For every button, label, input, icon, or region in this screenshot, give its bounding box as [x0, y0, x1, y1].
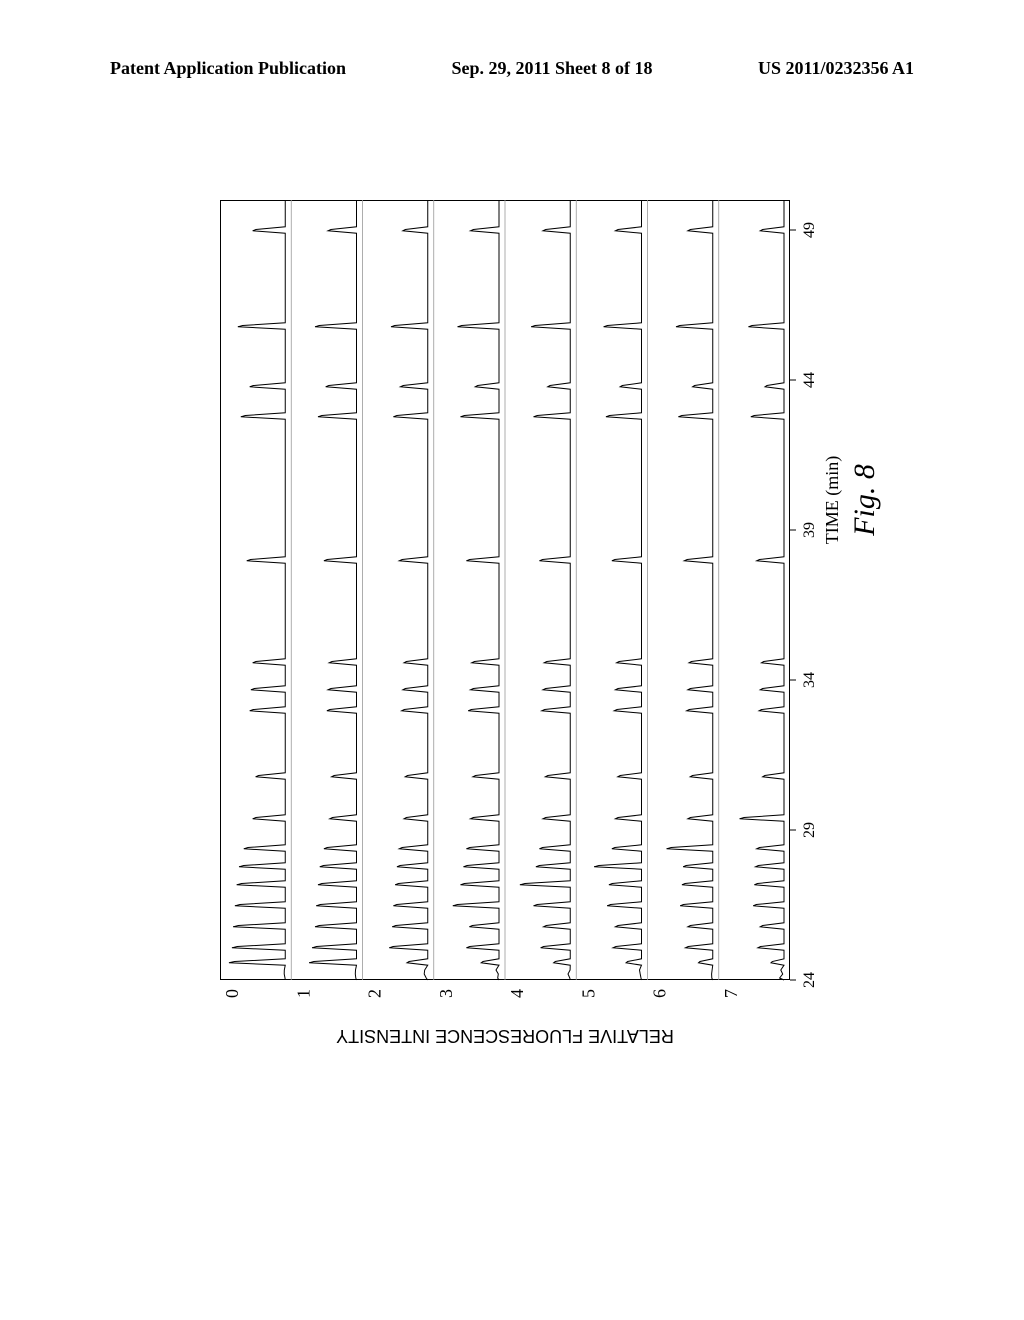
page: Patent Application Publication Sep. 29, … — [0, 0, 1024, 1320]
svg-text:4: 4 — [507, 989, 527, 998]
svg-text:RELATIVE FLUORESCENCE INTENSIT: RELATIVE FLUORESCENCE INTENSITY — [336, 1026, 674, 1046]
svg-text:2: 2 — [365, 989, 385, 998]
header-right: US 2011/0232356 A1 — [758, 58, 914, 79]
svg-text:29: 29 — [801, 822, 818, 838]
svg-text:44: 44 — [801, 372, 818, 388]
figure-8: 01234567242934394449TIME (min)Fig. 8RELA… — [190, 200, 830, 1020]
svg-text:39: 39 — [801, 522, 818, 538]
svg-text:34: 34 — [801, 672, 818, 688]
svg-text:0: 0 — [222, 989, 242, 998]
svg-text:6: 6 — [650, 989, 670, 998]
svg-text:5: 5 — [578, 989, 598, 998]
svg-text:24: 24 — [801, 972, 818, 988]
svg-text:49: 49 — [801, 222, 818, 238]
svg-text:Fig. 8: Fig. 8 — [848, 464, 881, 537]
svg-text:1: 1 — [293, 989, 313, 998]
header-center: Sep. 29, 2011 Sheet 8 of 18 — [451, 58, 652, 79]
header-left: Patent Application Publication — [110, 58, 346, 79]
svg-text:3: 3 — [436, 989, 456, 998]
svg-text:TIME (min): TIME (min) — [822, 456, 843, 544]
page-header: Patent Application Publication Sep. 29, … — [0, 58, 1024, 79]
chromatogram-svg: 01234567242934394449TIME (min)Fig. 8RELA… — [220, 200, 790, 980]
svg-text:7: 7 — [721, 989, 741, 998]
chart-box: 01234567242934394449TIME (min)Fig. 8RELA… — [220, 200, 790, 980]
